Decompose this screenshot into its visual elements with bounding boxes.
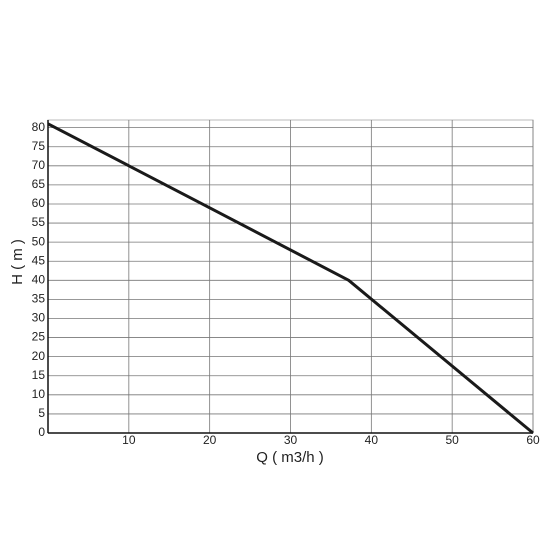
x-tick-label: 60 [526,433,540,447]
x-tick-label: 20 [203,433,217,447]
y-tick-label: 25 [32,330,46,344]
y-tick-label: 60 [32,196,46,210]
y-tick-label: 70 [32,158,46,172]
y-tick-label: 5 [38,406,45,420]
curve [47,122,534,435]
y-tick-label: 50 [32,234,46,248]
x-tick-label: 30 [284,433,298,447]
y-tick-label: 55 [32,215,46,229]
x-tick-label: 50 [445,433,459,447]
x-tick-label: 10 [122,433,136,447]
y-tick-label: 75 [32,139,46,153]
y-tick-label: 80 [32,120,46,134]
y-tick-label: 20 [32,349,46,363]
y-tick-label: 40 [32,272,46,286]
y-tick-label: 10 [32,387,46,401]
y-tick-label: 30 [32,311,46,325]
y-tick-label: 15 [32,368,46,382]
y-tick-label: 35 [32,292,46,306]
x-tick-label: 40 [365,433,379,447]
y-axis-label: H ( m ) [9,239,26,285]
y-tick-label: 0 [38,425,45,439]
y-tick-label: 65 [32,177,46,191]
y-tick-label: 45 [32,253,46,267]
x-axis-label: Q ( m3/h ) [256,449,324,466]
